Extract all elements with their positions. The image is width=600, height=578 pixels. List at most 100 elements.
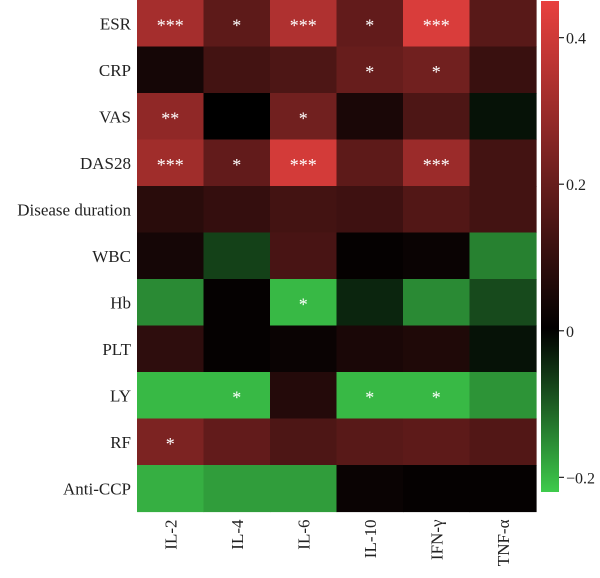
row-labels: ESR CRP VAS DAS28 Disease duration WBC Hb PLT LY… <box>17 14 131 498</box>
significance-label: * <box>299 294 308 314</box>
cell-plt-il-10 <box>336 325 404 373</box>
cell-wbc-ifn <box>403 232 471 280</box>
column-label: IL-6 <box>294 520 313 550</box>
cell-hb-il-4 <box>203 279 271 327</box>
cell-das28-il-10 <box>336 139 404 187</box>
cell-crp-il-6 <box>270 46 338 94</box>
column-label: TNF-α <box>494 519 513 566</box>
cell-rf-ifn <box>403 418 471 466</box>
cell-rf-il-2 <box>137 418 205 466</box>
significance-label: *** <box>157 155 184 175</box>
cell-crp-tnf <box>469 46 537 94</box>
cell-hb-il-6 <box>270 279 338 327</box>
cell-ly-il-4 <box>203 372 271 420</box>
row-label: Hb <box>110 293 131 312</box>
cell-hb-il-10 <box>336 279 404 327</box>
cell-rf-il-4 <box>203 418 271 466</box>
cell-crp-il-10 <box>336 46 404 94</box>
significance-label: * <box>232 155 241 175</box>
cell-hb-tnf <box>469 279 537 327</box>
significance-label: *** <box>157 15 184 35</box>
cell-das28-ifn <box>403 139 471 187</box>
significance-annotations: *** * *** * **** *** **** * *** ***** * ** <box>157 15 450 454</box>
row-label: VAS <box>99 107 131 126</box>
significance-label: * <box>232 387 241 407</box>
significance-label: * <box>432 387 441 407</box>
cell-vas-tnf <box>469 93 537 141</box>
significance-label: *** <box>423 15 450 35</box>
colorbar: 0.4 0.2 0 −0.2 <box>541 1 595 492</box>
cell-anti-ccp-ifn <box>403 465 471 513</box>
colorbar-tick-label: 0.2 <box>566 177 586 194</box>
row-label: WBC <box>92 247 131 266</box>
cell-plt-il-4 <box>203 325 271 373</box>
cell-plt-ifn <box>403 325 471 373</box>
colorbar-tick-label: −0.2 <box>566 470 595 487</box>
cell-esr-ifn <box>403 0 471 48</box>
heatmap-cells <box>137 0 537 513</box>
cell-disease-duration-il-2 <box>137 186 205 234</box>
significance-label: * <box>365 387 374 407</box>
cell-vas-il-2 <box>137 93 205 141</box>
cell-wbc-il-4 <box>203 232 271 280</box>
column-label: IL-4 <box>228 519 247 550</box>
cell-rf-il-6 <box>270 418 338 466</box>
cell-anti-ccp-il-6 <box>270 465 338 513</box>
colorbar-tick-label: 0 <box>566 324 574 341</box>
cell-wbc-il-2 <box>137 232 205 280</box>
significance-label: *** <box>423 155 450 175</box>
cell-crp-il-2 <box>137 46 205 94</box>
cell-das28-tnf <box>469 139 537 187</box>
cell-crp-il-4 <box>203 46 271 94</box>
column-labels: IL-2 IL-4 IL-6 IL-10 IFN-γ TNF-α <box>161 519 513 566</box>
column-label: IL-10 <box>361 520 380 559</box>
cell-esr-il-4 <box>203 0 271 48</box>
cell-esr-il-10 <box>336 0 404 48</box>
cell-wbc-il-6 <box>270 232 338 280</box>
cell-disease-duration-ifn <box>403 186 471 234</box>
cell-vas-ifn <box>403 93 471 141</box>
cell-ly-il-6 <box>270 372 338 420</box>
cell-vas-il-10 <box>336 93 404 141</box>
significance-label: * <box>432 62 441 82</box>
cell-rf-tnf <box>469 418 537 466</box>
cell-wbc-il-10 <box>336 232 404 280</box>
cell-plt-il-6 <box>270 325 338 373</box>
row-label: Anti-CCP <box>63 479 131 498</box>
colorbar-gradient <box>541 1 559 492</box>
cell-das28-il-6 <box>270 139 338 187</box>
cell-ly-tnf <box>469 372 537 420</box>
significance-label: * <box>365 62 374 82</box>
cell-esr-tnf <box>469 0 537 48</box>
row-label: ESR <box>100 14 132 33</box>
significance-label: *** <box>290 155 317 175</box>
cell-esr-il-6 <box>270 0 338 48</box>
row-label: Disease duration <box>17 200 131 219</box>
cell-disease-duration-il-10 <box>336 186 404 234</box>
significance-label: * <box>299 108 308 128</box>
cell-plt-il-2 <box>137 325 205 373</box>
column-label: IFN-γ <box>427 519 446 560</box>
cell-disease-duration-il-6 <box>270 186 338 234</box>
cell-vas-il-4 <box>203 93 271 141</box>
cell-hb-il-2 <box>137 279 205 327</box>
cell-anti-ccp-tnf <box>469 465 537 513</box>
cell-plt-tnf <box>469 325 537 373</box>
significance-label: *** <box>290 15 317 35</box>
row-label: RF <box>110 433 131 452</box>
row-label: CRP <box>99 61 131 80</box>
cell-das28-il-2 <box>137 139 205 187</box>
cell-hb-ifn <box>403 279 471 327</box>
row-label: LY <box>110 386 131 405</box>
significance-label: ** <box>161 108 179 128</box>
cell-ly-il-2 <box>137 372 205 420</box>
row-label: PLT <box>102 340 131 359</box>
cell-das28-il-4 <box>203 139 271 187</box>
cell-crp-ifn <box>403 46 471 94</box>
cell-esr-il-2 <box>137 0 205 48</box>
column-label: IL-2 <box>161 520 180 550</box>
significance-label: * <box>232 15 241 35</box>
cell-disease-duration-il-4 <box>203 186 271 234</box>
cell-ly-ifn <box>403 372 471 420</box>
